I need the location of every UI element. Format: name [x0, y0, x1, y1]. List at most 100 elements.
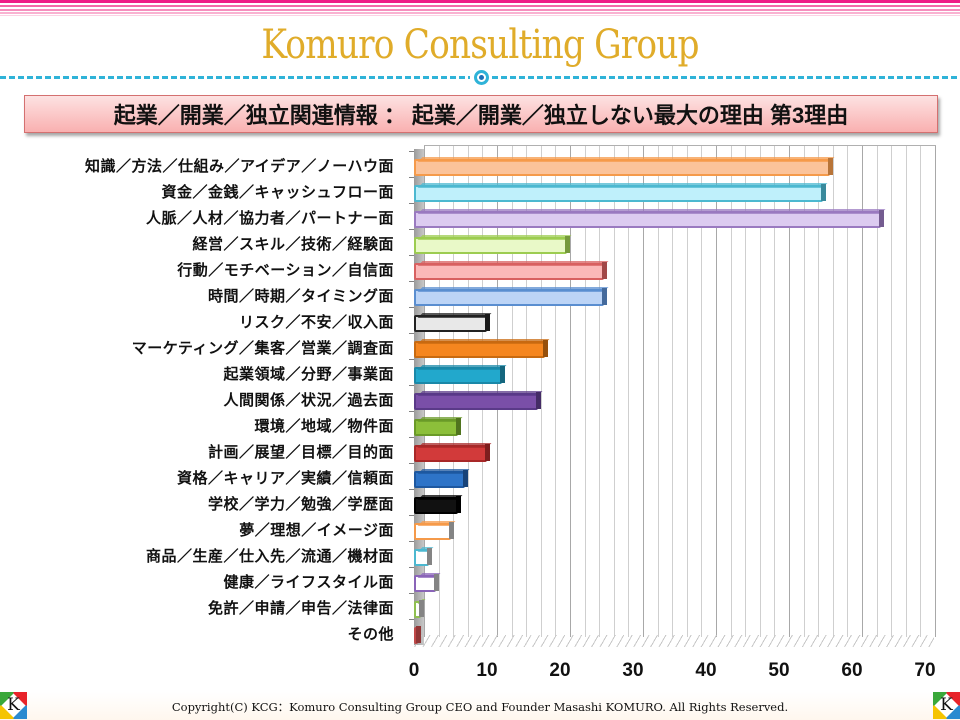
bar: [414, 339, 550, 358]
y-tick: [409, 567, 414, 568]
gridline: [876, 146, 878, 637]
bar-chart: 知識／方法／仕組み／アイデア／ノーハウ面 資金／金銭／キャッシュフロー面 人脈／人材…: [0, 140, 960, 685]
x-tick-label: 50: [768, 660, 790, 681]
category-label: 時間／時期／タイミング面: [207, 287, 394, 305]
bar: [414, 157, 835, 176]
chart-floor: [414, 635, 934, 647]
y-tick: [409, 281, 414, 282]
category-label: 夢／理想／イメージ面: [239, 521, 394, 539]
bar-top-face: [417, 313, 492, 318]
gridline: [745, 146, 747, 637]
y-tick: [409, 177, 414, 178]
plot-area: [409, 145, 944, 647]
y-tick: [409, 593, 414, 594]
bar: [414, 261, 609, 280]
bar: [414, 599, 426, 618]
x-tick-label: 70: [914, 660, 936, 681]
y-tick: [409, 619, 414, 620]
bar-top-face: [417, 469, 470, 474]
category-label: 商品／生産／仕入先／流通／機材面: [145, 547, 394, 565]
category-label: 免許／申請／申告／法律面: [207, 599, 394, 617]
kcg-logo-right: K: [933, 692, 960, 719]
bar-end-face: [820, 184, 826, 201]
bar-end-face: [455, 496, 461, 513]
bar-top-face: [417, 391, 543, 396]
y-tick: [409, 151, 414, 152]
category-label: 学校／学力／勉強／学歴面: [207, 495, 394, 513]
category-label: 計画／展望／目標／目的面: [207, 443, 394, 461]
bar-end-face: [601, 288, 607, 305]
category-label: 起業領域／分野／事業面: [223, 365, 394, 383]
slide-subtitle: 起業／開業／独立関連情報 ： 起業／開業／独立しない最大の理由 第3理由: [113, 103, 849, 128]
category-label: 行動／モチベーション／自信面: [177, 261, 394, 279]
gridline: [599, 146, 601, 637]
copyright-text: Copyright(C) KCG：Komuro Consulting Group…: [171, 700, 789, 714]
bar: [414, 573, 441, 592]
slide-subtitle-banner: 起業／開業／独立関連情報 ： 起業／開業／独立しない最大の理由 第3理由: [24, 95, 938, 133]
bar: [414, 625, 423, 644]
target-ring-icon: [474, 70, 489, 85]
bar: [414, 521, 455, 540]
gridline: [672, 146, 674, 637]
category-label: 人脈／人材／協力者／パートナー面: [145, 209, 394, 227]
bar-end-face: [601, 262, 607, 279]
gridline: [905, 146, 907, 637]
bar-top-face: [417, 443, 492, 448]
bar-end-face: [499, 366, 505, 383]
top-decorative-stripes: [0, 0, 960, 18]
bar-end-face: [433, 574, 439, 591]
bar-top-face: [417, 287, 609, 292]
bar: [414, 365, 507, 384]
kcg-logo-left: K: [0, 692, 27, 719]
bar-end-face: [485, 314, 490, 331]
gridline: [832, 146, 834, 637]
divider-right: [492, 76, 960, 79]
logo-letter: K: [940, 695, 953, 715]
x-tick-label: 10: [476, 660, 498, 681]
gridline: [686, 146, 688, 637]
bar: [414, 209, 886, 228]
gridline: [657, 146, 659, 637]
gridline: [759, 146, 761, 637]
bar-top-face: [417, 183, 828, 188]
bar-end-face: [543, 340, 549, 357]
bar: [414, 417, 463, 436]
gridline: [891, 146, 893, 637]
category-label: 経営／スキル／技術／経験面: [192, 235, 394, 253]
category-label: 人間関係／状況／過去面: [223, 391, 394, 409]
gridline: [643, 146, 644, 637]
bar-top-face: [417, 365, 507, 370]
y-tick: [409, 203, 414, 204]
bar-end-face: [419, 600, 425, 617]
gridline: [920, 146, 922, 637]
bar: [414, 183, 828, 202]
bar-end-face: [879, 210, 885, 227]
bar-end-face: [416, 626, 421, 643]
bar-top-face: [417, 261, 609, 266]
gridline: [716, 146, 717, 637]
y-tick: [409, 515, 414, 516]
gridline: [730, 146, 732, 637]
gridline: [613, 146, 615, 637]
y-tick: [409, 541, 414, 542]
bar-top-face: [417, 209, 886, 214]
category-label: マーケティング／集客／営業／調査面: [131, 339, 394, 357]
x-tick-label: 20: [549, 660, 571, 681]
y-tick: [409, 437, 414, 438]
logo-letter: K: [7, 695, 20, 715]
bar-top-face: [417, 235, 572, 240]
bar-end-face: [463, 470, 469, 487]
bar-end-face: [426, 548, 432, 565]
bar: [414, 391, 543, 410]
brand-title: Komuro Consulting Group: [261, 22, 699, 68]
gridline: [628, 146, 630, 637]
x-tick-label: 30: [622, 660, 644, 681]
category-label: 知識／方法／仕組み／アイデア／ノーハウ面: [85, 157, 394, 175]
bar-end-face: [485, 444, 490, 461]
gridline: [862, 146, 863, 637]
bar-end-face: [455, 418, 461, 435]
gridline: [935, 146, 936, 637]
gridline: [818, 146, 820, 637]
bar: [414, 443, 492, 462]
gridline: [847, 146, 849, 637]
